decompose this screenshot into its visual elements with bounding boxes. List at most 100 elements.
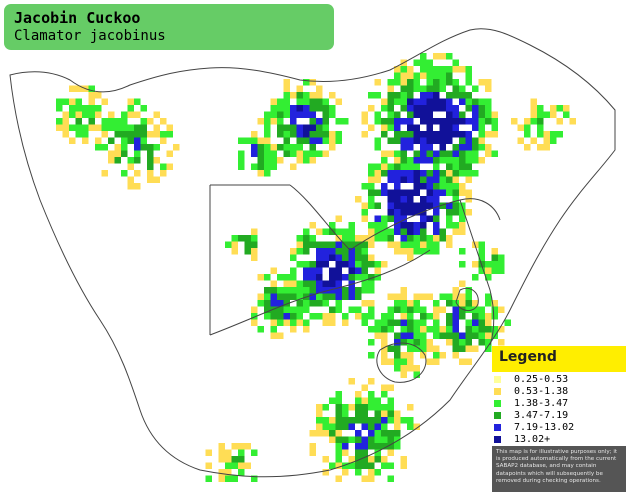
occurrence-cell bbox=[465, 319, 472, 326]
occurrence-cell bbox=[387, 358, 394, 365]
occurrence-cell bbox=[400, 215, 407, 222]
occurrence-cell bbox=[439, 137, 446, 144]
occurrence-cell bbox=[322, 150, 329, 157]
occurrence-cell bbox=[283, 105, 290, 112]
occurrence-cell bbox=[238, 137, 245, 144]
occurrence-cell bbox=[426, 170, 433, 177]
occurrence-cell bbox=[465, 176, 472, 183]
occurrence-cell bbox=[355, 436, 362, 443]
occurrence-cell bbox=[355, 248, 362, 255]
occurrence-cell bbox=[413, 300, 420, 307]
occurrence-cell bbox=[283, 92, 290, 99]
occurrence-cell bbox=[322, 287, 329, 294]
occurrence-cell bbox=[316, 124, 323, 131]
occurrence-cell bbox=[478, 326, 485, 333]
occurrence-cell bbox=[465, 72, 472, 79]
occurrence-cell bbox=[296, 85, 303, 92]
occurrence-cell bbox=[153, 131, 160, 138]
occurrence-cell bbox=[459, 98, 466, 105]
occurrence-cell bbox=[303, 300, 310, 307]
occurrence-cell bbox=[127, 124, 134, 131]
occurrence-cell bbox=[303, 326, 310, 333]
occurrence-cell bbox=[420, 339, 427, 346]
occurrence-cell bbox=[465, 66, 472, 73]
occurrence-cell bbox=[166, 163, 173, 170]
occurrence-cell bbox=[316, 274, 323, 281]
occurrence-cell bbox=[335, 293, 342, 300]
occurrence-cell bbox=[329, 313, 336, 320]
occurrence-cell bbox=[368, 436, 375, 443]
occurrence-cell bbox=[381, 183, 388, 190]
occurrence-cell bbox=[485, 319, 492, 326]
occurrence-cell bbox=[478, 241, 485, 248]
legend-disclaimer: This map is for illustrative purposes on… bbox=[492, 446, 626, 492]
occurrence-cell bbox=[88, 118, 95, 125]
occurrence-cell bbox=[277, 313, 284, 320]
occurrence-cell bbox=[394, 293, 401, 300]
occurrence-cell bbox=[465, 144, 472, 151]
occurrence-cell bbox=[459, 118, 466, 125]
occurrence-cell bbox=[446, 209, 453, 216]
occurrence-cell bbox=[361, 449, 368, 456]
occurrence-cell bbox=[88, 105, 95, 112]
occurrence-cell bbox=[452, 66, 459, 73]
occurrence-cell bbox=[491, 326, 498, 333]
occurrence-cell bbox=[387, 475, 394, 482]
occurrence-cell bbox=[329, 436, 336, 443]
occurrence-cell bbox=[335, 404, 342, 411]
occurrence-cell bbox=[270, 157, 277, 164]
occurrence-cell bbox=[322, 423, 329, 430]
occurrence-cell bbox=[368, 475, 375, 482]
occurrence-cell bbox=[400, 352, 407, 359]
occurrence-cell bbox=[491, 248, 498, 255]
occurrence-cell bbox=[322, 417, 329, 424]
occurrence-cell bbox=[335, 248, 342, 255]
occurrence-cell bbox=[75, 118, 82, 125]
occurrence-cell bbox=[446, 235, 453, 242]
occurrence-cell bbox=[387, 319, 394, 326]
occurrence-cell bbox=[88, 85, 95, 92]
occurrence-cell bbox=[420, 92, 427, 99]
occurrence-cell bbox=[452, 111, 459, 118]
occurrence-cell bbox=[459, 300, 466, 307]
occurrence-cell bbox=[368, 274, 375, 281]
occurrence-cell bbox=[335, 449, 342, 456]
occurrence-cell bbox=[387, 326, 394, 333]
occurrence-cell bbox=[433, 313, 440, 320]
occurrence-cell bbox=[166, 131, 173, 138]
occurrence-cell bbox=[387, 313, 394, 320]
occurrence-cell bbox=[433, 248, 440, 255]
occurrence-cell bbox=[335, 131, 342, 138]
occurrence-cell bbox=[101, 98, 108, 105]
occurrence-cell bbox=[355, 274, 362, 281]
occurrence-cell bbox=[290, 280, 297, 287]
occurrence-cell bbox=[426, 111, 433, 118]
occurrence-cell bbox=[459, 280, 466, 287]
occurrence-cell bbox=[348, 267, 355, 274]
occurrence-cell bbox=[433, 300, 440, 307]
occurrence-cell bbox=[329, 254, 336, 261]
occurrence-cell bbox=[400, 157, 407, 164]
occurrence-cell bbox=[387, 202, 394, 209]
occurrence-cell bbox=[485, 300, 492, 307]
occurrence-cell bbox=[342, 254, 349, 261]
occurrence-cell bbox=[478, 319, 485, 326]
occurrence-cell bbox=[420, 66, 427, 73]
occurrence-cell bbox=[296, 144, 303, 151]
occurrence-cell bbox=[394, 352, 401, 359]
occurrence-cell bbox=[452, 345, 459, 352]
occurrence-cell bbox=[361, 111, 368, 118]
occurrence-cell bbox=[478, 79, 485, 86]
occurrence-cell bbox=[374, 274, 381, 281]
occurrence-cell bbox=[374, 235, 381, 242]
occurrence-cell bbox=[400, 118, 407, 125]
occurrence-cell bbox=[342, 404, 349, 411]
occurrence-cell bbox=[114, 157, 121, 164]
occurrence-cell bbox=[140, 131, 147, 138]
occurrence-cell bbox=[439, 170, 446, 177]
occurrence-cell bbox=[368, 254, 375, 261]
occurrence-cell bbox=[485, 332, 492, 339]
occurrence-cell bbox=[413, 150, 420, 157]
occurrence-cell bbox=[394, 209, 401, 216]
